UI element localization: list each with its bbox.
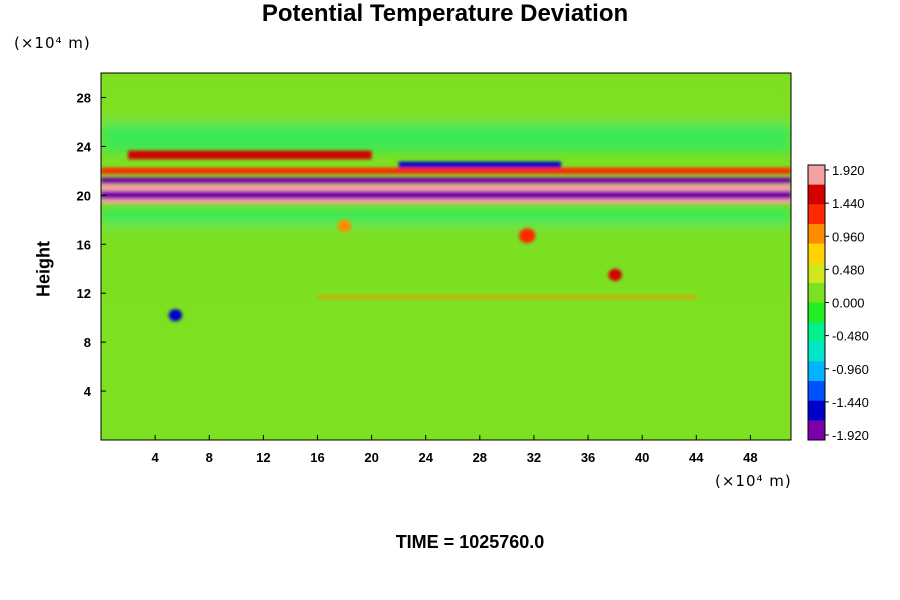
x-tick-label: 12 — [256, 450, 270, 465]
colorbar-label: 1.920 — [832, 163, 865, 178]
colorbar-swatch — [808, 233, 825, 245]
colorbar-swatch — [808, 292, 825, 303]
feature-spot-8 — [608, 268, 622, 281]
colorbar-swatch — [808, 263, 825, 274]
x-tick-label: 20 — [364, 450, 378, 465]
mid-warm-shade — [101, 225, 791, 288]
x-tick-label: 24 — [418, 450, 433, 465]
y-tick-label: 8 — [84, 335, 91, 350]
colorbar-label: -0.960 — [832, 362, 869, 377]
x-tick-label: 8 — [206, 450, 213, 465]
y-tick-label: 12 — [77, 286, 91, 301]
colorbar-swatch — [808, 341, 825, 353]
colorbar-swatch — [808, 273, 825, 284]
colorbar-label: 1.440 — [832, 196, 865, 211]
colorbar-swatch — [808, 390, 825, 402]
y-axis: 4 8 12 16 20 24 28 — [77, 90, 106, 399]
colorbar-swatch — [808, 331, 825, 343]
colorbar-swatch — [808, 194, 825, 205]
colorbar-label: 0.960 — [832, 229, 865, 244]
x-tick-label: 28 — [473, 450, 487, 465]
colorbar-swatch — [808, 282, 825, 294]
colorbar-swatch — [808, 214, 825, 225]
colorbar-swatch — [808, 322, 825, 333]
colorbar-swatch — [808, 165, 825, 176]
colorbar-swatch — [808, 302, 825, 313]
x-tick-label: 40 — [635, 450, 649, 465]
feature-band-1 — [101, 184, 791, 192]
colorbar-swatch — [808, 400, 825, 412]
feature-band-5 — [398, 161, 561, 168]
colorbar-label: -1.920 — [832, 428, 869, 443]
x-tick-label: 32 — [527, 450, 541, 465]
y-axis-unit: (×10⁴ m) — [14, 34, 91, 52]
colorbar-swatch — [808, 243, 825, 254]
colorbar-swatch — [808, 371, 825, 382]
mid-cool-shade — [101, 207, 791, 226]
x-tick-label: 4 — [152, 450, 160, 465]
upper-region-shade — [101, 79, 791, 122]
x-axis: 4 8 12 16 20 24 28 32 36 40 44 48 — [152, 435, 758, 465]
feature-band-3 — [101, 199, 791, 204]
x-tick-label: 36 — [581, 450, 595, 465]
feature-spot-9 — [337, 219, 352, 233]
colorbar-label: -0.480 — [832, 329, 869, 344]
y-tick-label: 4 — [84, 384, 92, 399]
chart-title: Potential Temperature Deviation — [261, 0, 629, 27]
colorbar: 1.920 1.440 0.960 0.480 0.000 -0.480 -0.960 -1.… — [807, 163, 869, 443]
x-axis-unit: (×10⁴ m) — [715, 472, 792, 490]
colorbar-label: -1.440 — [832, 395, 869, 410]
feature-spot-7 — [519, 228, 536, 244]
field-features — [101, 150, 791, 322]
colorbar-label: 0.000 — [832, 296, 865, 311]
colorbar-swatch — [808, 184, 825, 195]
colorbar-swatch — [808, 410, 825, 421]
feature-band-6 — [101, 167, 791, 174]
y-tick-label: 24 — [77, 139, 92, 154]
field-shading — [101, 79, 791, 288]
plot-frame — [100, 72, 792, 441]
colorbar-swatch — [808, 204, 825, 215]
y-tick-label: 16 — [77, 237, 91, 252]
y-tick-label: 28 — [77, 90, 91, 105]
colorbar-swatch — [808, 351, 825, 362]
time-label: TIME = 1025760.0 — [395, 532, 545, 552]
colorbar-swatch — [808, 253, 825, 264]
colorbar-swatch — [808, 223, 825, 235]
colorbar-swatch — [808, 312, 825, 323]
colorbar-swatch — [808, 361, 825, 372]
plot-area — [101, 73, 791, 440]
feature-spot-10 — [168, 309, 183, 322]
feature-band-2 — [101, 191, 791, 200]
x-tick-label: 48 — [743, 450, 757, 465]
upper-cool-shade — [101, 121, 791, 153]
feature-band-11 — [317, 295, 697, 299]
colorbar-swatch — [808, 430, 825, 441]
x-tick-label: 44 — [689, 450, 704, 465]
feature-band-0 — [101, 177, 791, 184]
y-tick-label: 20 — [77, 188, 91, 203]
colorbar-swatch — [808, 381, 825, 392]
colorbar-label: 0.480 — [832, 262, 865, 277]
colorbar-swatch — [808, 174, 825, 186]
x-tick-label: 16 — [310, 450, 324, 465]
colorbar-swatch — [808, 420, 825, 431]
feature-band-4 — [128, 150, 372, 160]
